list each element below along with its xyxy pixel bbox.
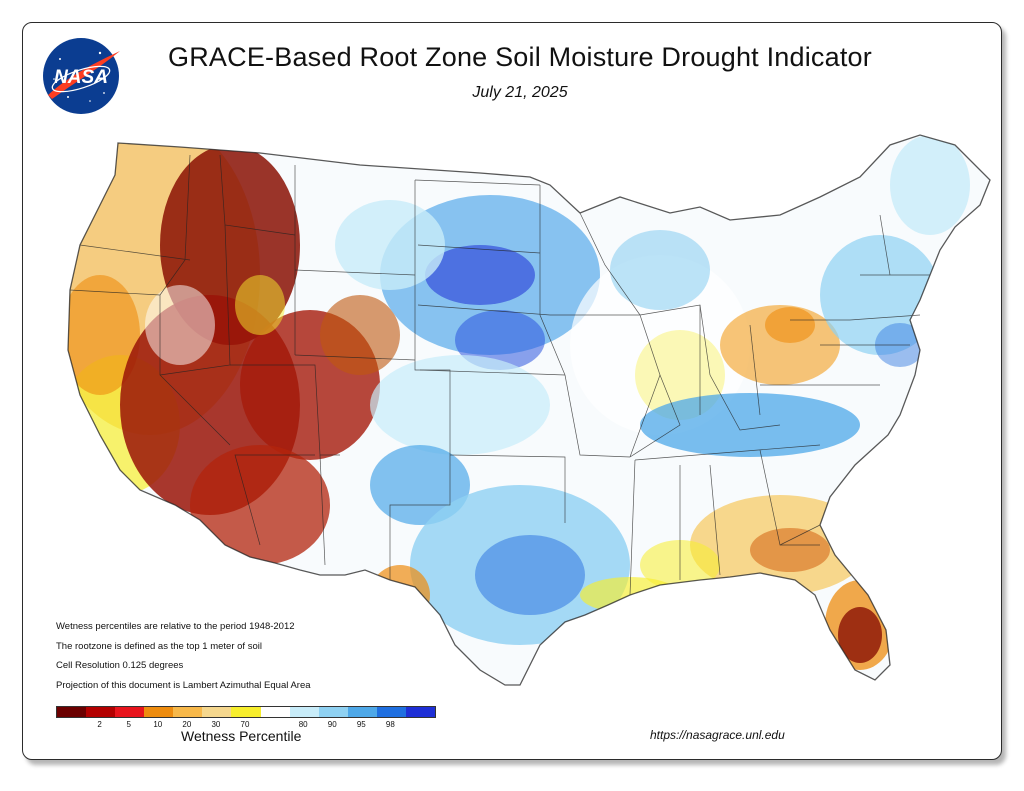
legend-swatch [115, 707, 145, 717]
legend-swatch [57, 707, 87, 717]
legend-tick-label: 90 [327, 720, 337, 729]
note-line: Wetness percentiles are relative to the … [56, 621, 295, 632]
legend-tick-label: 10 [153, 720, 163, 729]
note-line: Projection of this document is Lambert A… [56, 679, 311, 691]
map-notes: Wetness percentiles are relative to the … [56, 617, 311, 695]
moisture-field [68, 135, 990, 685]
legend-swatch [202, 707, 232, 717]
legend-swatch [347, 707, 377, 717]
legend: 2 5 10 20 30 70 80 90 95 98 Wetness Percentile [56, 706, 436, 744]
legend-tick-label: 95 [356, 720, 366, 729]
note-line: Cell Resolution 0.125 degrees [56, 660, 184, 671]
legend-swatch [86, 707, 116, 717]
legend-swatch [405, 707, 436, 717]
note-line: The rootzone is defined as the top 1 met… [56, 640, 262, 652]
legend-swatch [318, 707, 348, 717]
nasa-logo-text: NASA [54, 67, 108, 88]
legend-ticks: 2 5 10 20 30 70 80 90 95 98 [56, 718, 436, 730]
legend-swatch [144, 707, 174, 717]
source-url[interactable]: https://nasagrace.unl.edu [650, 728, 785, 742]
legend-tick-label: 30 [211, 720, 221, 729]
legend-tick-label: 5 [126, 720, 131, 729]
drought-map [67, 134, 991, 686]
legend-title: Wetness Percentile [181, 728, 302, 744]
legend-swatch [376, 707, 406, 717]
legend-color-bar [56, 706, 436, 718]
legend-tick-label: 98 [385, 720, 395, 729]
legend-tick-label: 2 [97, 720, 102, 729]
map-date: July 21, 2025 [472, 84, 568, 101]
nasa-logo: NASA [43, 38, 120, 114]
legend-tick-label: 80 [298, 720, 308, 729]
page-title: GRACE-Based Root Zone Soil Moisture Drou… [168, 42, 872, 72]
legend-swatch [173, 707, 203, 717]
legend-swatch [231, 707, 261, 717]
state-boundaries [67, 134, 991, 686]
legend-tick-label: 20 [182, 720, 192, 729]
legend-tick-label: 70 [240, 720, 250, 729]
legend-swatch [289, 707, 319, 717]
legend-swatch [260, 707, 290, 717]
